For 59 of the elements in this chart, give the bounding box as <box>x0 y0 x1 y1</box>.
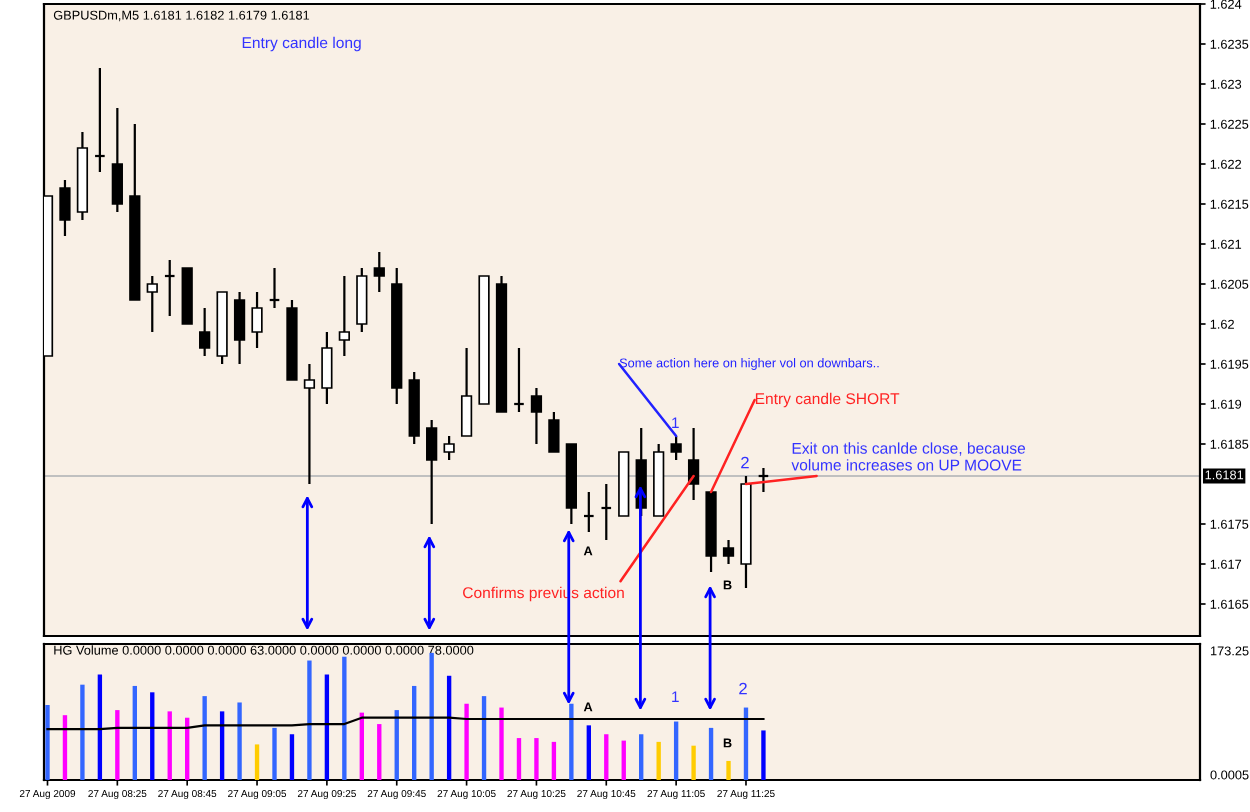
candlestick <box>548 410 560 454</box>
candlestick <box>460 346 473 438</box>
bar <box>150 692 155 780</box>
bar <box>342 656 347 780</box>
bar <box>604 734 609 780</box>
bar <box>481 696 487 780</box>
candlestick <box>93 66 106 174</box>
candlestick <box>687 426 700 502</box>
bar <box>80 684 85 780</box>
bar <box>45 705 50 780</box>
candlestick <box>251 290 263 350</box>
candlestick <box>163 258 176 318</box>
bar <box>621 740 626 780</box>
candlestick <box>233 290 246 366</box>
bar <box>534 738 539 780</box>
bar <box>691 745 696 780</box>
bar <box>254 744 260 780</box>
candlestick <box>513 346 525 414</box>
bar <box>202 696 207 780</box>
candlestick <box>321 330 333 406</box>
bar <box>412 685 417 780</box>
bar <box>429 652 434 780</box>
candlestick <box>373 250 385 294</box>
candlestick <box>356 266 368 334</box>
bar <box>726 760 731 780</box>
bar <box>237 702 242 780</box>
candlestick <box>443 434 455 462</box>
candlestick <box>338 274 350 358</box>
bar <box>708 727 714 780</box>
bar <box>639 734 644 780</box>
candlestick <box>600 482 613 542</box>
candlestick <box>59 178 71 238</box>
bar <box>289 734 295 780</box>
candlestick <box>582 490 595 534</box>
candlestick <box>670 434 682 462</box>
bar <box>499 707 504 780</box>
candlestick <box>426 418 438 526</box>
annotation: 2 <box>741 456 749 469</box>
bar <box>586 725 591 780</box>
bar <box>272 727 277 780</box>
bar <box>307 660 312 780</box>
bar <box>551 741 557 780</box>
bar <box>464 703 469 780</box>
bar <box>115 710 120 780</box>
bar <box>377 724 382 780</box>
annotation: 2 <box>739 682 747 695</box>
bar <box>656 741 661 780</box>
bar <box>569 703 574 780</box>
candlestick <box>111 106 123 214</box>
candlestick <box>722 538 735 566</box>
bar <box>132 685 137 780</box>
bar <box>446 675 452 780</box>
candlestick <box>199 306 211 358</box>
bar <box>673 721 679 780</box>
candlestick <box>303 362 316 486</box>
bar <box>761 730 766 780</box>
bar <box>516 738 522 780</box>
candlestick <box>146 274 158 334</box>
candlestick <box>530 386 543 446</box>
